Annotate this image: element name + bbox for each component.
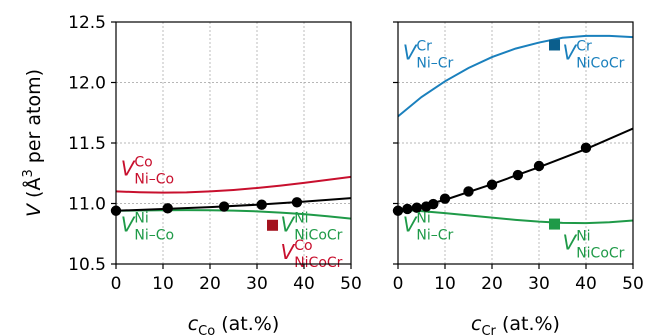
left-y-tick-label: 10.5 <box>68 255 106 275</box>
annotation-sub: NiCoCr <box>576 56 624 72</box>
left-data-point <box>291 197 303 208</box>
annotation-sup: Ni <box>294 210 308 226</box>
x-axis-sub: Co <box>198 324 215 335</box>
left-y-tick-label: 12.5 <box>68 13 106 33</box>
x-axis-var: c <box>471 313 482 335</box>
left-annotation-label: VCo Ni–Co <box>121 155 174 188</box>
right-data-point <box>486 179 498 190</box>
annotation-sup: Ni <box>416 210 430 226</box>
left-series-line-0 <box>116 175 351 194</box>
right-annotation-label: VNi NiCoCr <box>563 228 625 261</box>
annotation-sub: NiCoCr <box>294 227 342 243</box>
left-y-tick-label: 12.0 <box>68 74 106 94</box>
right-x-tick-label: 0 <box>393 274 404 294</box>
right-x-tick-label: 30 <box>528 274 550 294</box>
annotation-sup: Co <box>134 155 152 171</box>
right-data-point <box>533 160 545 172</box>
right-square-marker <box>549 218 561 230</box>
right-data-point <box>411 202 422 213</box>
left-data-point <box>218 201 230 212</box>
right-series-line-1 <box>398 208 633 225</box>
annotation-var: V <box>563 41 578 65</box>
annotation-var: V <box>281 212 296 236</box>
left-series-line-1 <box>116 209 351 220</box>
x-axis-unit: (at.%) <box>496 313 560 335</box>
right-x-tick-label: 50 <box>622 274 644 294</box>
x-axis-unit: (at.%) <box>215 313 279 335</box>
y-axis-unit: (Å <box>22 178 45 204</box>
right-x-tick-label: 10 <box>434 274 456 294</box>
annotation-var: V <box>281 240 296 264</box>
right-x-tick-label: 40 <box>575 274 597 294</box>
right-data-point <box>463 186 474 197</box>
left-data-point <box>256 199 267 210</box>
right-data-point <box>512 169 524 181</box>
right-x-tick-label: 20 <box>481 274 503 294</box>
left-y-tick-label: 11.0 <box>68 195 106 215</box>
left-y-tick-label: 11.5 <box>68 134 106 154</box>
annotation-var: V <box>563 230 578 254</box>
annotation-sub: Ni–Cr <box>416 227 453 243</box>
annotation-sub: NiCoCr <box>576 245 624 261</box>
left-x-axis-label: cCo (at.%) <box>188 313 280 335</box>
right-data-point <box>402 203 413 215</box>
left-annotation-label: VNi Ni–Co <box>121 210 174 243</box>
right-data-point <box>580 142 592 154</box>
y-axis-tail: per atom) <box>23 69 45 169</box>
right-square-marker <box>549 39 561 51</box>
right-annotation-label: VCr Ni–Cr <box>403 39 454 72</box>
y-axis-sup: 3 <box>21 169 36 177</box>
left-x-tick-label: 30 <box>246 274 268 294</box>
left-annotation-label: VCo NiCoCr <box>281 238 343 271</box>
annotation-sup: Ni <box>134 210 148 226</box>
y-axis-var: V <box>23 202 45 217</box>
annotation-sup: Cr <box>576 39 592 55</box>
left-x-tick-label: 40 <box>293 274 315 294</box>
left-square-marker <box>267 219 279 231</box>
annotation-sup: Ni <box>576 228 590 244</box>
left-x-tick-label: 10 <box>152 274 174 294</box>
right-annotation-label: VNi Ni–Cr <box>403 210 454 243</box>
right-annotation-label: VCr NiCoCr <box>563 39 625 72</box>
annotation-sup: Co <box>294 238 312 254</box>
left-x-tick-label: 0 <box>111 274 122 294</box>
annotation-sub: Ni–Cr <box>416 56 453 72</box>
right-data-point <box>428 198 439 210</box>
left-series-line-2 <box>116 197 351 212</box>
annotation-var: V <box>121 212 136 236</box>
x-axis-var: c <box>188 313 199 335</box>
right-series-line-0 <box>398 34 633 118</box>
left-x-tick-label: 50 <box>340 274 362 294</box>
left-data-point <box>162 203 173 214</box>
annotation-sub: Ni–Co <box>134 172 174 188</box>
annotation-sub: NiCoCr <box>294 255 342 271</box>
annotation-sup: Cr <box>416 39 432 55</box>
annotation-var: V <box>403 41 418 65</box>
annotation-var: V <box>121 157 136 181</box>
left-annotation-label: VNi NiCoCr <box>281 210 343 243</box>
x-axis-sub: Cr <box>481 324 496 335</box>
left-x-tick-label: 20 <box>199 274 221 294</box>
y-axis-label: V (Å3 per atom) <box>21 69 45 217</box>
right-x-axis-label: cCr (at.%) <box>471 313 560 335</box>
right-data-point <box>439 193 451 204</box>
annotation-var: V <box>403 212 418 236</box>
annotation-sub: Ni–Co <box>134 227 174 243</box>
